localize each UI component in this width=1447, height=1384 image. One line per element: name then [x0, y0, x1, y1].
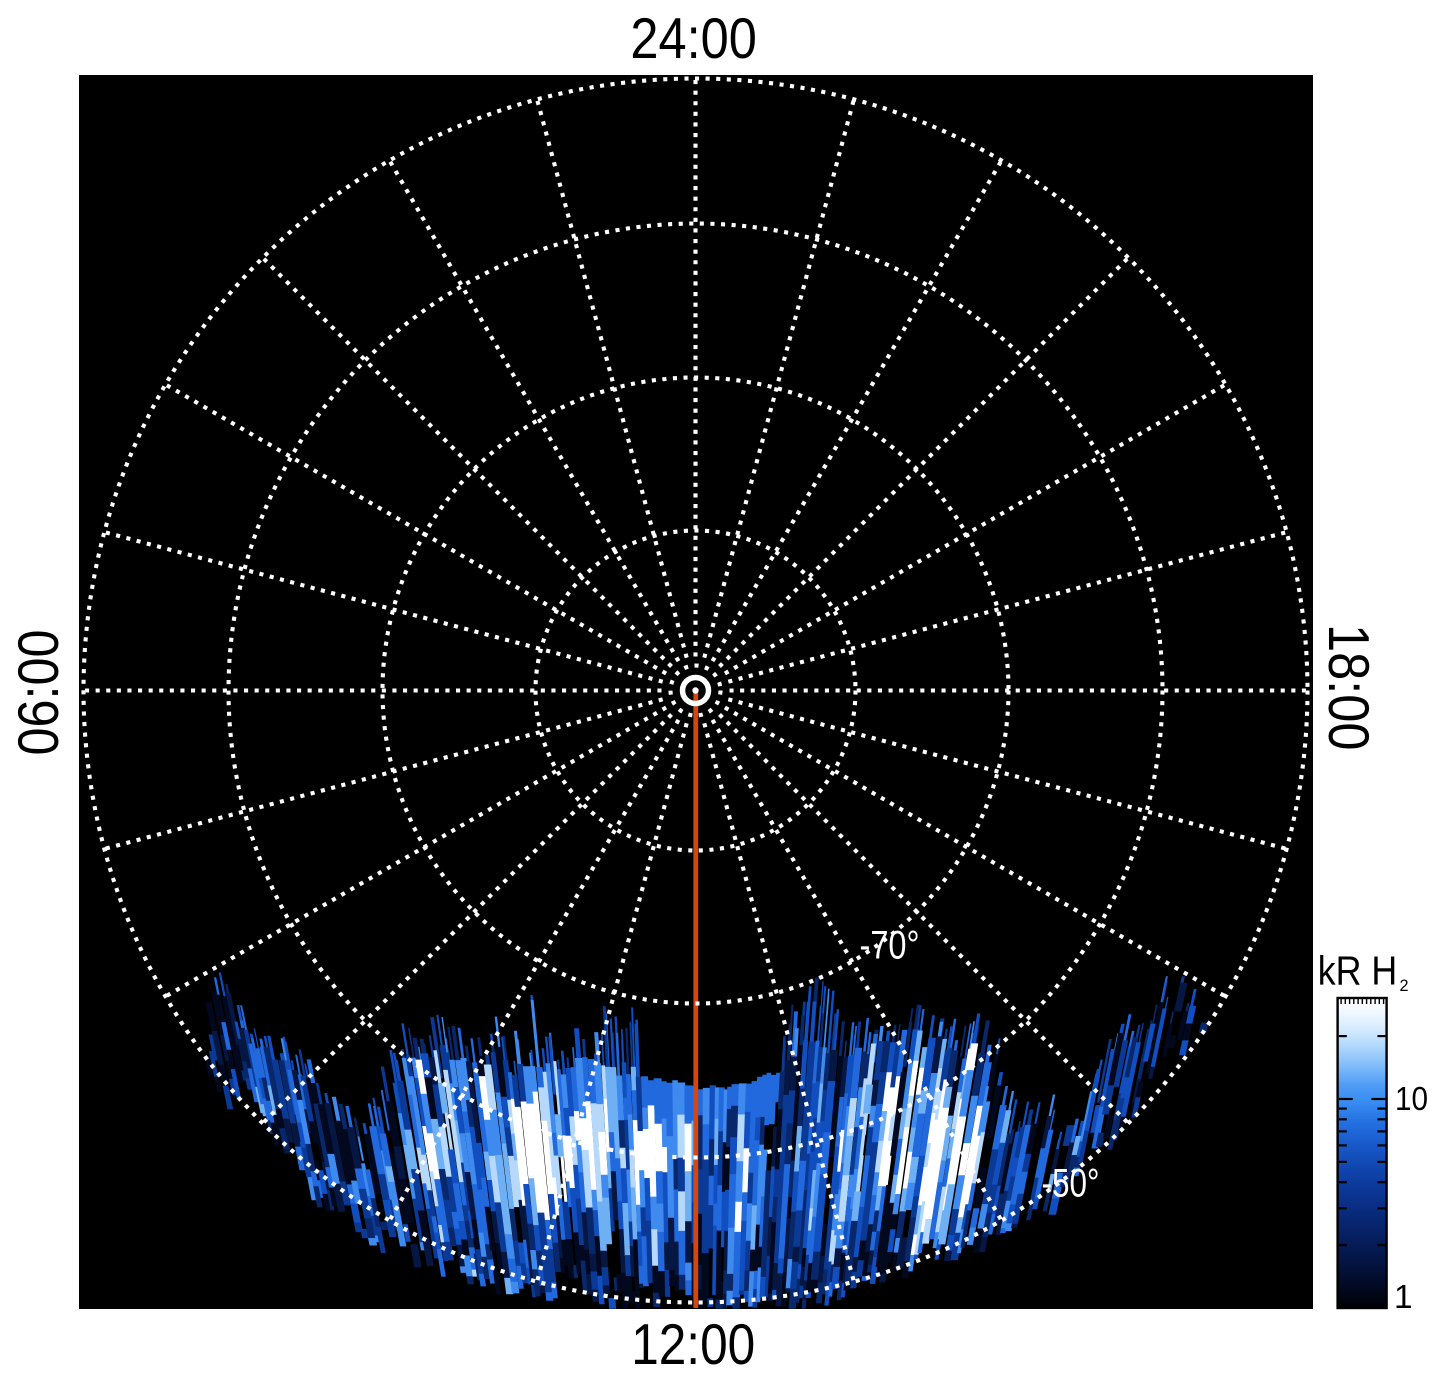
svg-text:-70°: -70° — [860, 924, 920, 968]
svg-text:24:00: 24:00 — [630, 7, 757, 71]
svg-text:-50°: -50° — [1042, 1162, 1100, 1206]
svg-text:12:00: 12:00 — [631, 1313, 755, 1377]
svg-text:1: 1 — [1394, 1279, 1413, 1316]
svg-text:10: 10 — [1395, 1081, 1428, 1118]
svg-text:kR H: kR H — [1318, 947, 1398, 993]
svg-text:06:00: 06:00 — [7, 630, 71, 756]
svg-text:18:00: 18:00 — [1316, 624, 1380, 751]
svg-text:2: 2 — [1400, 977, 1409, 995]
